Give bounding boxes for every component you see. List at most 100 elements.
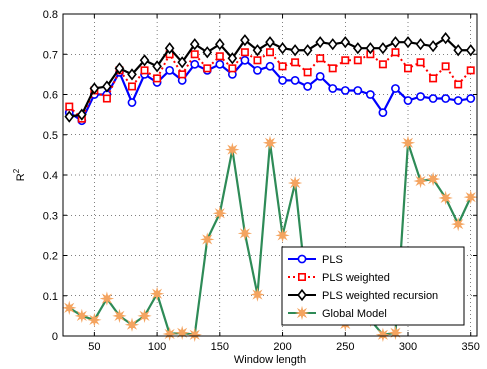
data-point — [438, 190, 453, 206]
data-point — [316, 54, 325, 63]
data-point — [76, 108, 87, 121]
data-point — [225, 142, 240, 157]
data-point — [428, 40, 438, 53]
data-point — [215, 52, 224, 61]
series-layer — [62, 32, 478, 342]
data-point — [413, 173, 428, 189]
data-point — [278, 76, 287, 85]
data-point — [416, 92, 425, 101]
y-axis-label: R2 — [12, 168, 27, 181]
legend-marker — [297, 288, 307, 302]
data-point — [187, 327, 202, 342]
y-axis-label-base: R — [15, 173, 27, 181]
data-point — [200, 232, 215, 247]
legend-marker — [294, 305, 310, 321]
series-pls-weighted-recursion — [64, 32, 476, 123]
data-point — [454, 80, 463, 89]
data-point — [451, 216, 466, 232]
data-point — [149, 286, 165, 301]
data-point — [303, 82, 313, 91]
data-point — [441, 62, 450, 71]
data-point — [203, 64, 212, 73]
data-point — [390, 36, 401, 49]
data-point — [152, 60, 162, 73]
data-point — [365, 90, 375, 99]
data-point — [124, 317, 140, 332]
data-point — [240, 55, 250, 65]
legend-label: PLS weighted recursion — [322, 290, 438, 302]
data-point — [87, 312, 102, 328]
data-point — [278, 62, 287, 71]
legend-label: PLS weighted — [322, 272, 390, 284]
data-point — [403, 64, 412, 73]
data-point — [378, 108, 388, 118]
data-point — [178, 70, 187, 79]
data-point — [162, 326, 177, 342]
data-point — [291, 58, 300, 67]
y-tick-label: 0.7 — [43, 49, 58, 61]
data-point — [99, 291, 115, 306]
data-point — [388, 325, 403, 340]
legend-label: Global Model — [322, 308, 387, 320]
data-point — [127, 98, 137, 107]
data-point — [252, 44, 263, 57]
data-point — [65, 102, 74, 111]
data-point — [416, 58, 425, 67]
data-point — [212, 206, 227, 221]
data-point — [353, 86, 363, 95]
y-tick-labels: 0 0.1 0.2 0.3 0.4 0.5 0.6 0.7 0.8 — [43, 9, 58, 343]
data-point — [290, 76, 300, 85]
data-point — [240, 34, 250, 47]
y-axis-label-superscript: 2 — [12, 168, 21, 173]
data-point — [400, 135, 416, 150]
data-point — [228, 64, 237, 73]
data-point — [352, 42, 363, 55]
data-point — [253, 56, 262, 65]
data-point — [202, 46, 213, 59]
data-point — [177, 56, 188, 69]
x-tick-label: 300 — [399, 341, 417, 353]
data-point — [378, 60, 387, 69]
data-point — [102, 94, 111, 103]
data-point — [465, 44, 476, 57]
data-point — [164, 42, 175, 55]
data-point — [441, 94, 451, 103]
data-point — [303, 68, 312, 77]
data-point — [287, 175, 303, 191]
data-point — [102, 80, 112, 93]
data-point — [466, 94, 476, 103]
data-point — [340, 36, 351, 49]
data-point — [403, 36, 413, 49]
data-point — [315, 71, 325, 81]
data-point — [365, 42, 376, 55]
data-point — [428, 94, 438, 103]
data-point — [175, 325, 190, 340]
data-point — [391, 48, 400, 57]
data-point — [140, 66, 149, 75]
data-point — [262, 135, 278, 150]
data-point — [137, 308, 152, 324]
x-tick-label: 250 — [336, 341, 354, 353]
data-point — [290, 44, 300, 57]
data-point — [353, 56, 362, 65]
data-point — [341, 56, 350, 65]
data-point — [429, 74, 438, 83]
data-point — [277, 42, 288, 55]
legend-marker — [297, 272, 306, 281]
series-global-model — [62, 135, 478, 342]
data-point — [114, 62, 125, 75]
data-point — [165, 65, 175, 75]
x-tick-label: 350 — [462, 341, 480, 353]
data-point — [153, 74, 162, 83]
y-tick-label: 0 — [52, 331, 58, 343]
data-point — [214, 38, 225, 51]
legend-label: PLS — [322, 254, 343, 266]
data-point — [190, 50, 199, 59]
data-point — [189, 38, 200, 51]
data-point — [139, 54, 150, 67]
legend: PLS PLS weighted PLS weighted recursion Glo… — [281, 246, 465, 326]
data-point — [128, 82, 137, 91]
y-tick-label: 0.2 — [43, 251, 58, 263]
x-tick-label: 150 — [211, 341, 229, 353]
